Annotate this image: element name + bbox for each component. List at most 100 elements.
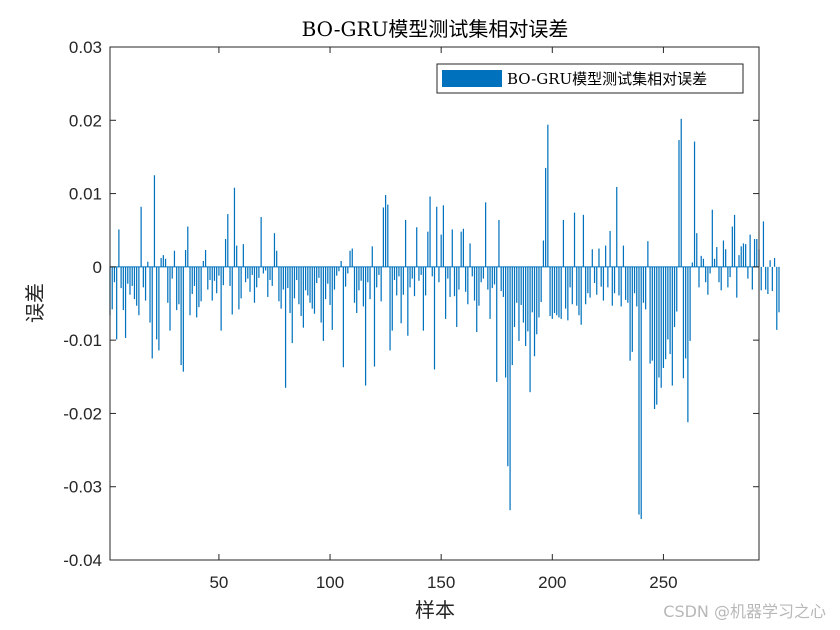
bar (711, 209, 713, 267)
bar (329, 266, 331, 305)
bar (411, 266, 413, 279)
bar (558, 266, 560, 318)
bar (253, 266, 256, 303)
x-tick-label: 150 (427, 573, 455, 592)
y-tick-label: -0.02 (63, 404, 102, 423)
bar (184, 250, 187, 267)
bar (384, 195, 387, 267)
y-tick-label: 0 (93, 258, 102, 277)
bar (304, 266, 307, 291)
bar (616, 186, 618, 267)
bar (453, 266, 456, 297)
bar (442, 205, 444, 267)
bar (173, 250, 176, 267)
bar (220, 266, 222, 331)
bar (545, 167, 547, 267)
bar (269, 266, 271, 281)
bar (618, 266, 620, 296)
bar (116, 266, 118, 340)
bar (551, 266, 553, 319)
bar (144, 266, 147, 301)
bar (371, 246, 373, 267)
bar (231, 266, 233, 315)
bar (691, 262, 693, 267)
bar (549, 266, 551, 316)
bar (440, 234, 442, 267)
bar (224, 239, 227, 267)
bar (593, 266, 596, 283)
x-axis-label: 样本 (415, 598, 455, 622)
bar (611, 266, 613, 306)
y-tick-label: 0.01 (69, 185, 102, 204)
bar (640, 266, 642, 519)
bar (438, 266, 440, 283)
bar (478, 266, 480, 306)
bar (667, 266, 669, 340)
bar (391, 266, 393, 331)
bar (360, 266, 362, 281)
bar (480, 266, 482, 283)
bar (587, 266, 589, 294)
bar (613, 266, 616, 294)
bar (713, 258, 716, 267)
bar (745, 244, 747, 267)
bar (498, 219, 500, 267)
bar (645, 266, 647, 310)
bar (396, 266, 398, 296)
bar (738, 255, 740, 267)
bar (596, 266, 598, 295)
bar (605, 245, 607, 267)
plot-frame (109, 46, 760, 561)
bar (140, 206, 142, 267)
bar (240, 266, 242, 299)
bar (227, 214, 229, 267)
bar (336, 266, 338, 276)
bar (153, 175, 156, 267)
bar (280, 266, 282, 309)
bar (311, 266, 313, 309)
bar (765, 266, 767, 290)
bar (500, 266, 502, 292)
bar (180, 266, 182, 366)
bar (716, 247, 718, 267)
bar (409, 266, 411, 288)
bar (349, 250, 351, 267)
bar (196, 266, 198, 318)
bar (662, 266, 665, 368)
bar (696, 233, 698, 267)
bar (353, 266, 356, 303)
bar (720, 266, 722, 291)
bar (753, 239, 756, 267)
bar (656, 266, 658, 405)
bar (451, 229, 453, 267)
bar (636, 266, 638, 307)
bar (742, 243, 745, 267)
bar (689, 266, 691, 341)
bar (582, 214, 585, 267)
bar (204, 250, 207, 267)
bar (413, 266, 416, 297)
bar (207, 266, 209, 290)
bar (111, 266, 113, 310)
bar (725, 249, 727, 267)
bar (580, 266, 582, 325)
bar (773, 258, 776, 267)
bar (189, 266, 191, 316)
bar (547, 124, 549, 267)
bar (211, 266, 213, 301)
bar (293, 266, 296, 299)
bar (151, 266, 153, 359)
bar (418, 266, 420, 281)
bar (620, 266, 622, 307)
bar (302, 266, 304, 328)
bar (609, 230, 611, 267)
y-tick-label: -0.03 (63, 478, 102, 497)
bar (178, 266, 180, 305)
bar (258, 266, 260, 278)
bar (591, 249, 593, 267)
bar (271, 266, 273, 286)
bar (236, 245, 238, 267)
bar (147, 261, 149, 267)
bar (309, 266, 311, 303)
bar (529, 266, 531, 393)
